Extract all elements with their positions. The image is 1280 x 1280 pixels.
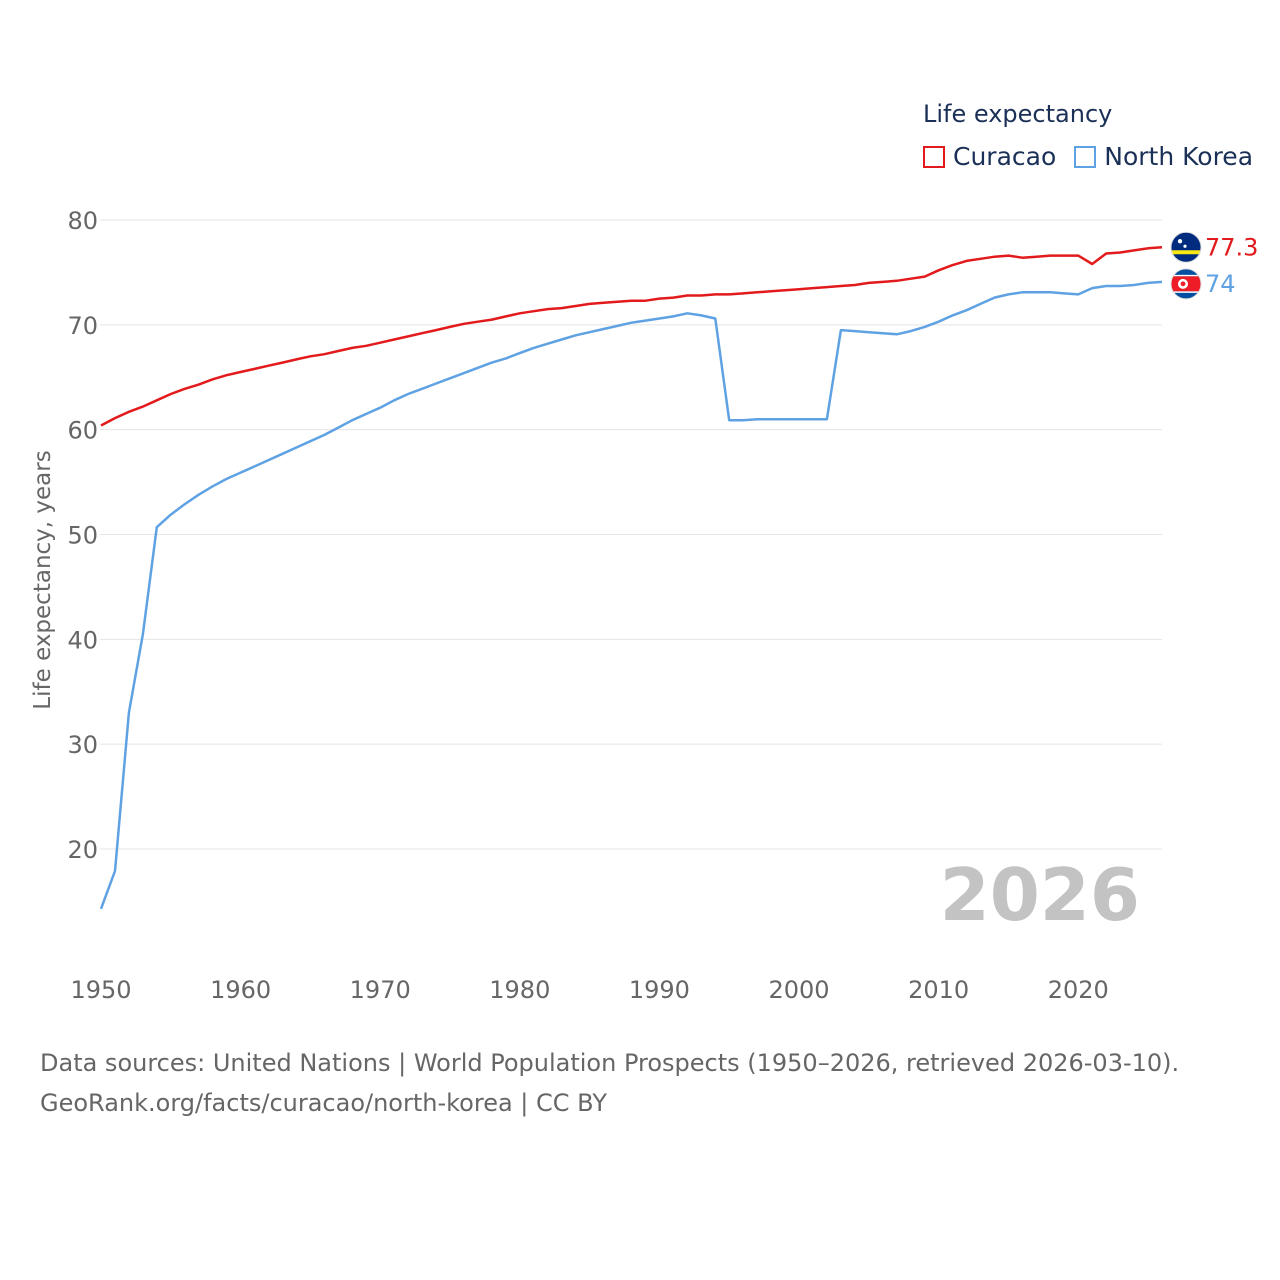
x-tick-label: 1980 (489, 976, 550, 1004)
north-korea-flag-icon (1170, 268, 1202, 300)
y-axis-ticks: 20 30 40 50 60 70 80 (67, 207, 98, 864)
year-watermark: 2026 (940, 853, 1140, 937)
series-line-north-korea (99, 280, 1163, 910)
y-tick-label: 40 (67, 626, 98, 654)
x-axis-ticks: 1950 1960 1970 1980 1990 2000 2010 2020 (70, 976, 1108, 1004)
x-tick-label: 1950 (70, 976, 131, 1004)
legend-swatch-curacao (923, 145, 945, 168)
y-tick-label: 30 (67, 731, 98, 759)
legend-label-north-korea: North Korea (1104, 142, 1254, 171)
curacao-flag-icon (1170, 231, 1202, 263)
y-tick-label: 50 (67, 522, 98, 550)
end-label-north-korea: 74 (1205, 270, 1236, 298)
x-tick-label: 1990 (629, 976, 690, 1004)
end-label-curacao: 77.3 (1205, 233, 1258, 261)
x-tick-label: 2010 (908, 976, 969, 1004)
grid-lines (100, 219, 1162, 850)
legend-item-north-korea[interactable]: North Korea (1074, 142, 1253, 171)
source-line-2[interactable]: GeoRank.org/facts/curacao/north-korea | … (40, 1089, 607, 1117)
series-line-curacao (100, 246, 1163, 427)
legend-swatch-north-korea (1074, 145, 1097, 168)
y-tick-label: 70 (67, 312, 98, 340)
x-tick-label: 2020 (1048, 976, 1109, 1004)
legend-label-curacao: Curacao (953, 142, 1057, 171)
x-tick-label: 1970 (350, 976, 411, 1004)
end-markers: 77.3 74 (1170, 231, 1258, 300)
source-note: Data sources: United Nations | World Pop… (40, 1043, 1179, 1123)
y-tick-label: 80 (67, 207, 98, 235)
y-axis-label: Life expectancy, years (30, 450, 56, 709)
y-tick-label: 20 (67, 836, 98, 864)
series-lines (99, 246, 1163, 910)
legend: Curacao North Korea (923, 142, 1271, 171)
x-tick-label: 2000 (768, 976, 829, 1004)
x-tick-label: 1960 (210, 976, 271, 1004)
source-line-1: Data sources: United Nations | World Pop… (40, 1049, 1180, 1077)
legend-item-curacao[interactable]: Curacao (923, 142, 1056, 171)
y-tick-label: 60 (67, 417, 98, 445)
legend-title: Life expectancy (923, 100, 1113, 128)
